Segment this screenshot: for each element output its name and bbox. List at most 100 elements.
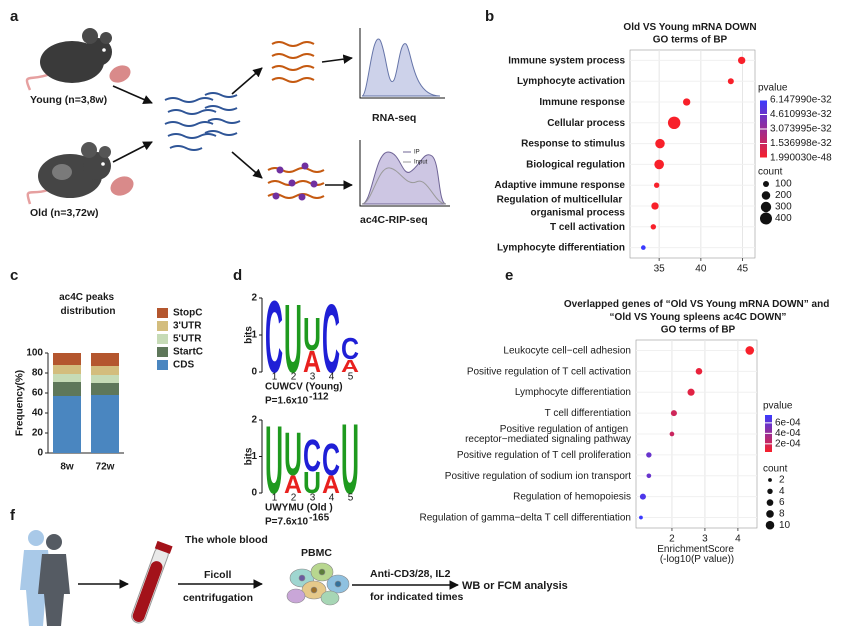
label: Young (n=3,8w) bbox=[30, 94, 107, 106]
size-key bbox=[766, 510, 774, 518]
y-tick-label: Lymphocyte differentiation bbox=[497, 242, 625, 253]
motif-letter: A bbox=[322, 471, 340, 499]
chart-subtitle: GO terms of BP bbox=[661, 325, 736, 336]
dot bbox=[641, 245, 646, 250]
motif-letter: C bbox=[341, 332, 359, 367]
y-tick-label: T cell differentiation bbox=[545, 408, 631, 419]
colorbar-label: 1.536998e-32 bbox=[770, 138, 832, 149]
label: Ficoll bbox=[204, 569, 232, 581]
arrow bbox=[231, 151, 263, 179]
motif-pvalue: P=1.6x10 bbox=[265, 396, 309, 407]
size-label: 300 bbox=[775, 202, 792, 213]
motif-pvalue-exponent: -165 bbox=[309, 513, 329, 524]
y-tick-label: Biological regulation bbox=[526, 159, 625, 170]
tube bbox=[131, 540, 173, 624]
bar-segment bbox=[53, 396, 81, 453]
eye bbox=[101, 162, 105, 166]
motif-letter: U bbox=[341, 405, 359, 514]
x-tick-label: 72w bbox=[96, 462, 115, 473]
label: PBMC bbox=[301, 547, 332, 559]
y-tick-label: Lymphocyte activation bbox=[517, 76, 625, 87]
cells bbox=[286, 562, 350, 606]
legend-title: count bbox=[763, 464, 788, 475]
dot bbox=[667, 116, 681, 130]
y-tick-label: Adaptive immune response bbox=[494, 180, 625, 191]
panel-label: c bbox=[10, 267, 18, 284]
y-tick-label: Cellular process bbox=[547, 117, 625, 128]
y-tick-label: Positive regulation of T cell proliferat… bbox=[457, 450, 631, 461]
mouse-head bbox=[84, 38, 112, 66]
panel-label: d bbox=[233, 267, 242, 284]
motif-letter: A bbox=[341, 356, 359, 376]
label: ac4C-RIP-seq bbox=[360, 214, 428, 226]
bar-segment bbox=[91, 375, 119, 383]
arrow bbox=[112, 141, 153, 163]
bar-segment bbox=[91, 366, 119, 375]
size-key bbox=[765, 520, 775, 530]
size-key bbox=[760, 201, 772, 213]
motif-pvalue: P=7.6x10 bbox=[265, 517, 309, 528]
motif-letter: U bbox=[303, 466, 321, 499]
ear bbox=[81, 142, 97, 158]
dot bbox=[653, 182, 660, 188]
ear bbox=[100, 32, 112, 44]
motif-name: UWYMU (Old ) bbox=[265, 503, 333, 514]
x-tick-label: 35 bbox=[654, 264, 666, 275]
legend-title: count bbox=[758, 167, 783, 178]
size-label: 2 bbox=[779, 475, 785, 486]
y-tick-label: T cell activation bbox=[550, 221, 625, 232]
y-tick-label: Positive regulation of sodium ion transp… bbox=[445, 470, 631, 481]
y-tick-label: 2 bbox=[251, 415, 257, 426]
colorbar-label: 6.147990e-32 bbox=[770, 95, 832, 106]
y-tick-label: 2 bbox=[251, 293, 257, 304]
y-tick-label: 1 bbox=[251, 330, 257, 341]
y-tick-label: Positive regulation of antigen receptor−… bbox=[465, 424, 631, 445]
legend-swatch bbox=[157, 334, 168, 344]
colorbar-label: 6e-04 bbox=[775, 418, 801, 429]
size-label: 4 bbox=[779, 486, 785, 497]
y-tick-label: 60 bbox=[32, 388, 44, 399]
size-key bbox=[763, 181, 769, 187]
legend-label: CDS bbox=[173, 360, 194, 371]
dot bbox=[639, 515, 643, 520]
position-label: 1 bbox=[272, 372, 278, 383]
input-trace bbox=[361, 167, 447, 205]
tail bbox=[25, 72, 51, 91]
motif-letter: U bbox=[284, 284, 302, 393]
bar-segment bbox=[91, 383, 119, 395]
motif-letter: C bbox=[303, 429, 321, 481]
motif-pvalue-exponent: -112 bbox=[309, 392, 329, 403]
y-axis-label: Frequency(%) bbox=[15, 370, 26, 436]
y-axis-label: bits bbox=[244, 447, 255, 465]
motif-letter: A bbox=[303, 345, 321, 380]
x-tick-label: 3 bbox=[702, 534, 708, 545]
y-tick-label: Regulation of gamma−delta T cell differe… bbox=[419, 512, 631, 523]
y-tick-label: Response to stimulus bbox=[521, 138, 625, 149]
dot bbox=[655, 138, 665, 149]
legend-label: StartC bbox=[173, 347, 203, 358]
grey-patch bbox=[52, 164, 72, 180]
y-tick-label: 0 bbox=[37, 448, 43, 459]
y-tick-label: Immune system process bbox=[508, 55, 625, 66]
bar-segment bbox=[91, 395, 119, 453]
arrow bbox=[112, 85, 153, 104]
label: RNA-seq bbox=[372, 112, 416, 124]
chart-subtitle: GO terms of BP bbox=[653, 35, 728, 46]
y-tick-label: Positive regulation of T cell activation bbox=[467, 366, 631, 377]
dot bbox=[646, 452, 652, 458]
dot bbox=[737, 56, 746, 65]
dot bbox=[695, 368, 703, 375]
y-tick-label: 100 bbox=[26, 348, 43, 359]
y-tick-label: Leukocyte cell−cell adhesion bbox=[503, 345, 631, 356]
bar-segment bbox=[91, 353, 119, 366]
legend-label: 3'UTR bbox=[173, 321, 202, 332]
chart-title: ac4C peaks distribution bbox=[59, 292, 117, 317]
size-key bbox=[761, 191, 771, 200]
colorbar-label: 2e-04 bbox=[775, 438, 801, 449]
colorbar-label: 1.990030e-48 bbox=[770, 153, 832, 164]
label: for indicated times bbox=[370, 591, 464, 603]
eye bbox=[102, 48, 106, 52]
position-label: 3 bbox=[310, 493, 316, 504]
size-label: 200 bbox=[775, 190, 792, 201]
